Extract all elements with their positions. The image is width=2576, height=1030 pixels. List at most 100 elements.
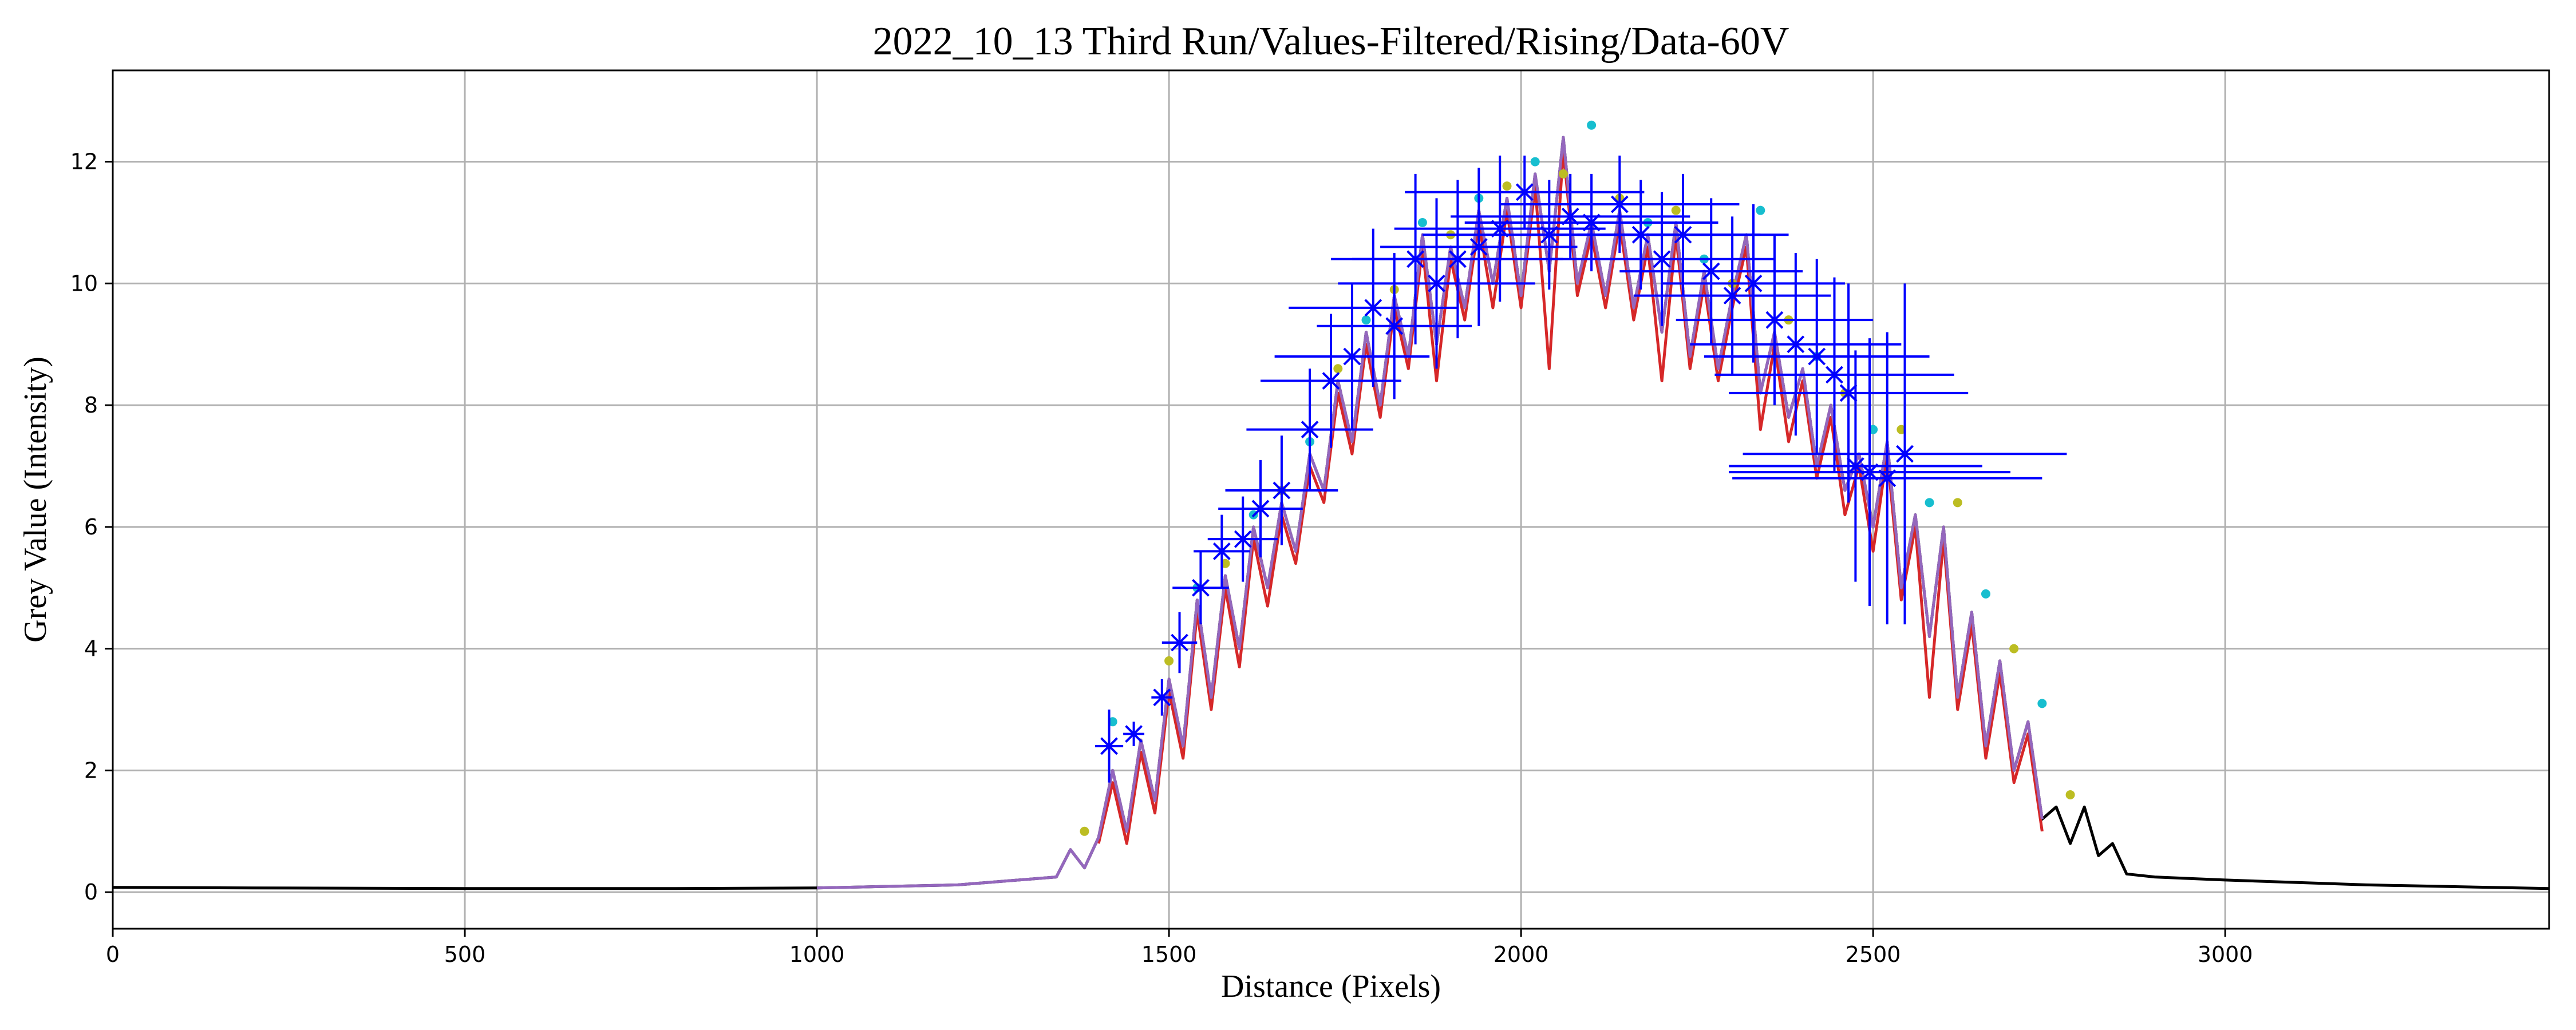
star-stroke	[1171, 633, 1188, 652]
star-stroke	[1100, 737, 1118, 755]
peak-marker	[2037, 699, 2047, 708]
star-stroke	[1192, 579, 1210, 597]
series-group	[112, 136, 2550, 890]
peak-marker	[1108, 717, 1117, 727]
error-bar-point	[1246, 369, 1373, 491]
error-bar-point	[1317, 253, 1472, 399]
star-stroke	[1653, 250, 1671, 268]
error-bar-point	[1194, 514, 1250, 588]
star-stroke	[1582, 213, 1601, 232]
star-stroke	[1322, 372, 1340, 390]
error-bar-point	[1274, 283, 1430, 430]
star-stroke	[1515, 183, 1534, 201]
x-tick-label: 2500	[1846, 942, 1901, 967]
peak-marker	[1587, 120, 1597, 130]
star-stroke	[1878, 469, 1897, 488]
series-line-raw-profile	[112, 136, 2550, 890]
star-stroke	[1896, 445, 1914, 463]
star-stroke	[1301, 421, 1319, 439]
peak-marker	[2009, 644, 2019, 653]
star-stroke	[1610, 195, 1629, 213]
peak-marker	[1164, 656, 1174, 665]
error-bar-point	[1732, 332, 2042, 625]
error-bar-point	[1123, 722, 1145, 746]
star-stroke	[1808, 347, 1826, 366]
peak-marker	[1558, 169, 1568, 179]
star-stroke	[1251, 500, 1270, 518]
error-bar-point	[1549, 192, 1775, 326]
error-bar-point	[1161, 612, 1198, 674]
peak-marker	[1953, 498, 1962, 508]
error-bar-point	[1690, 253, 1902, 436]
peak-marker	[1417, 217, 1427, 227]
x-tick-label: 500	[444, 942, 486, 967]
grid-lines	[112, 70, 2549, 929]
plot-frame	[112, 69, 2550, 930]
peak-marker	[1333, 364, 1343, 374]
error-bar-point	[1095, 710, 1124, 783]
x-axis-label: Distance (Pixels)	[1221, 969, 1441, 1004]
star-stroke	[1744, 274, 1763, 292]
y-tick-label: 2	[84, 758, 98, 783]
peak-marker	[1868, 425, 1878, 434]
peak-marker	[1220, 558, 1230, 568]
y-tick-label: 12	[70, 149, 98, 175]
error-bar-point	[1260, 314, 1402, 448]
peak-marker	[1897, 425, 1906, 434]
error-bar-point	[1225, 435, 1338, 545]
error-bar-point	[1218, 459, 1303, 558]
star-stroke	[1765, 311, 1784, 329]
error-bar-point	[1714, 277, 1954, 473]
error-bar-point	[1151, 679, 1173, 716]
error-bars	[1095, 155, 2067, 783]
star-stroke	[1212, 542, 1231, 560]
star-stroke	[1153, 688, 1171, 707]
error-bar-point	[1352, 180, 1563, 339]
y-tick-label: 4	[84, 636, 98, 661]
star-stroke	[1273, 481, 1291, 500]
y-tick-label: 10	[70, 271, 98, 296]
star-stroke	[1343, 347, 1361, 366]
star-stroke	[1469, 238, 1488, 256]
y-tick-label: 0	[84, 880, 98, 905]
peak-marker	[1361, 315, 1371, 325]
star-stroke	[1234, 530, 1252, 548]
error-bar-point	[1500, 155, 1740, 253]
error-bar-point	[1728, 338, 2011, 607]
star-stroke	[1125, 725, 1143, 743]
star-stroke	[1448, 250, 1467, 268]
star-stroke	[1385, 317, 1404, 335]
chart-title: 2022_10_13 Third Run/Values-Filtered/Ris…	[873, 19, 1789, 64]
star-stroke	[1787, 335, 1805, 354]
peak-marker	[1502, 181, 1512, 191]
x-tick-label: 3000	[2198, 942, 2253, 967]
star-stroke	[1826, 366, 1843, 384]
y-axis-ticks: 0 2 4 6 8 10 12	[70, 149, 113, 905]
error-bar-point	[1405, 155, 1645, 229]
star-stroke	[1723, 287, 1741, 305]
error-bar-point	[1676, 235, 1874, 406]
y-tick-label: 6	[84, 514, 98, 540]
x-tick-label: 2000	[1494, 942, 1549, 967]
x-tick-label: 1000	[789, 942, 845, 967]
error-bar-point	[1289, 228, 1458, 387]
peak-marker	[1671, 205, 1681, 215]
x-axis-ticks: 0 500 1000 1500 2000 2500 3000	[106, 929, 2253, 967]
series-line-filtered-purple	[817, 136, 2044, 890]
star-stroke	[1674, 225, 1692, 244]
error-bar-point	[1728, 283, 1969, 503]
x-tick-label: 0	[106, 942, 120, 967]
error-bar-point	[1207, 496, 1278, 582]
error-bar-point	[1172, 551, 1229, 625]
y-tick-label: 8	[84, 393, 98, 418]
error-bar-point	[1338, 198, 1535, 369]
peak-marker	[1925, 498, 1934, 508]
peak-marker	[1756, 205, 1765, 215]
peak-marker	[1080, 826, 1089, 836]
error-bar-point	[1380, 168, 1578, 326]
error-bar-point	[1728, 350, 1982, 582]
peak-marker	[2065, 790, 2075, 799]
x-tick-label: 1500	[1141, 942, 1197, 967]
star-stroke	[1364, 299, 1382, 317]
